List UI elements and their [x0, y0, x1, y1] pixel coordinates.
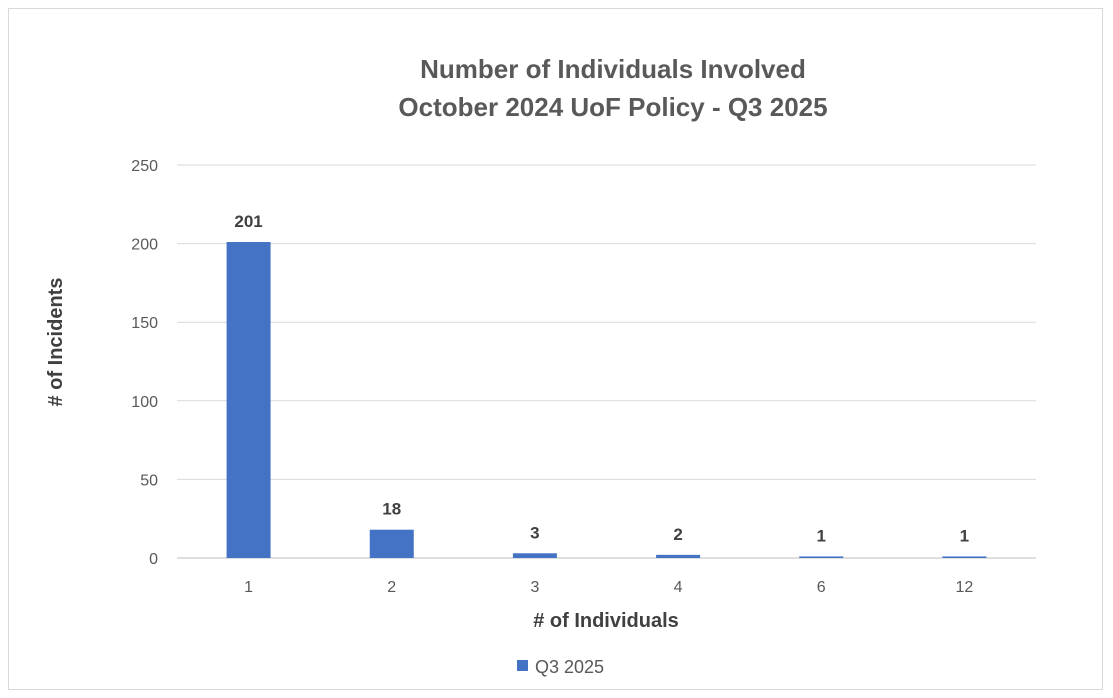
x-tick-label: 6	[817, 579, 826, 596]
chart-frame	[8, 8, 1103, 690]
bars	[226, 242, 987, 558]
bar	[942, 556, 987, 558]
x-tick-label: 2	[387, 579, 396, 596]
legend-swatch	[517, 660, 528, 671]
y-tick-label: 250	[131, 158, 158, 175]
y-axis-title: # of Incidents	[45, 278, 67, 407]
x-axis-ticks: 1 2 3 4 6 12	[244, 579, 973, 596]
data-labels: 201 18 3 2 1 1	[234, 212, 969, 545]
bar	[369, 529, 414, 558]
bar	[226, 242, 271, 558]
data-label: 2	[673, 525, 682, 544]
legend: Q3 2025	[517, 657, 604, 677]
y-tick-label: 150	[131, 315, 158, 332]
chart-title-line-1: Number of Individuals Involved	[420, 54, 806, 84]
y-tick-label: 200	[131, 237, 158, 254]
y-tick-label: 50	[140, 472, 158, 489]
data-label: 18	[382, 500, 401, 519]
y-tick-label: 0	[149, 551, 158, 568]
bar	[799, 556, 844, 558]
gridlines	[177, 164, 1036, 559]
bar	[656, 554, 701, 558]
x-tick-label: 1	[244, 579, 253, 596]
x-tick-label: 4	[674, 579, 683, 596]
data-label: 1	[817, 526, 826, 545]
legend-label: Q3 2025	[535, 657, 604, 677]
chart-title-line-2: October 2024 UoF Policy - Q3 2025	[398, 92, 827, 122]
y-tick-label: 100	[131, 394, 158, 411]
x-tick-label: 12	[956, 579, 974, 596]
y-axis-ticks: 0 50 100 150 200 250	[131, 158, 158, 568]
x-tick-label: 3	[530, 579, 539, 596]
data-label: 1	[960, 526, 969, 545]
x-axis-title: # of Individuals	[533, 610, 679, 632]
data-label: 201	[234, 212, 262, 231]
data-label: 3	[530, 523, 539, 542]
bar	[512, 553, 557, 558]
